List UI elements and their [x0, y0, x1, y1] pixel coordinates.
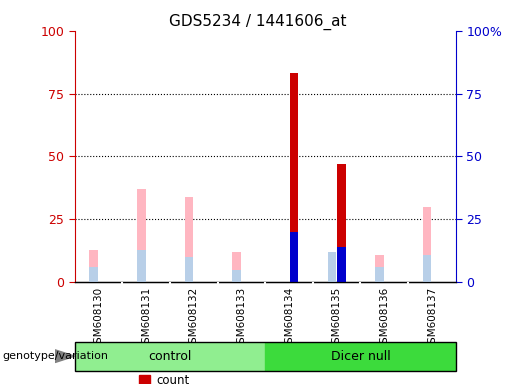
Bar: [185, 257, 193, 282]
Text: GSM608136: GSM608136: [380, 287, 389, 350]
Bar: [232, 270, 241, 282]
Bar: [265, 342, 456, 371]
Bar: [90, 250, 98, 282]
Bar: [75, 342, 265, 371]
Text: GSM608135: GSM608135: [332, 287, 341, 350]
Bar: [289, 73, 298, 282]
Text: count: count: [157, 374, 190, 384]
Bar: [232, 252, 241, 282]
Text: control: control: [148, 350, 192, 362]
Text: GSM608133: GSM608133: [236, 287, 246, 350]
Bar: [337, 247, 346, 282]
Bar: [423, 207, 432, 282]
Bar: [375, 267, 384, 282]
Text: GSM608132: GSM608132: [189, 287, 199, 350]
Text: GDS5234 / 1441606_at: GDS5234 / 1441606_at: [169, 13, 346, 30]
Text: Dicer null: Dicer null: [331, 350, 390, 362]
Bar: [289, 232, 298, 282]
Bar: [90, 267, 98, 282]
Bar: [137, 250, 146, 282]
Text: GSM608131: GSM608131: [141, 287, 151, 350]
Bar: [423, 255, 432, 282]
Bar: [375, 255, 384, 282]
Bar: [328, 252, 336, 282]
Text: GSM608134: GSM608134: [284, 287, 294, 350]
Text: genotype/variation: genotype/variation: [3, 351, 109, 361]
Bar: [185, 197, 193, 282]
Bar: [137, 189, 146, 282]
Text: GSM608130: GSM608130: [94, 287, 104, 350]
Bar: [337, 164, 346, 282]
Text: GSM608137: GSM608137: [427, 287, 437, 350]
Polygon shape: [55, 350, 75, 362]
